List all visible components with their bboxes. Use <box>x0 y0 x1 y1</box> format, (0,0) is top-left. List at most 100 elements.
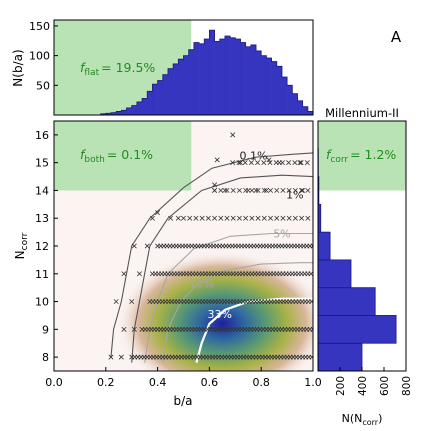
top-histogram-bar <box>110 112 117 115</box>
scatter-point <box>187 215 193 221</box>
scatter-point <box>292 215 298 221</box>
scatter-point <box>268 187 274 193</box>
right-x-tick-label: 200 <box>335 376 347 396</box>
top-histogram-bar <box>250 44 257 115</box>
scatter-point <box>310 243 313 249</box>
scatter-point <box>230 132 236 138</box>
right-x-ticks: 200 400 600 800 <box>335 367 413 396</box>
top-histogram-bar <box>136 101 143 115</box>
top-histogram-bar <box>256 50 262 115</box>
main-y-axis-label: Ncorr <box>13 232 30 259</box>
right-histogram-bar <box>317 287 376 316</box>
scatter-point <box>131 243 137 249</box>
top-histogram-bar <box>178 59 184 115</box>
contour-line <box>131 174 313 363</box>
top-histogram-bar <box>261 55 267 115</box>
top-histogram-bar <box>142 98 148 115</box>
scatter-point <box>181 215 186 221</box>
scatter-point <box>267 160 273 166</box>
top-histogram-bar <box>307 111 314 115</box>
top-histogram-bar <box>121 110 127 115</box>
scatter-point <box>253 187 259 193</box>
main-x-tick-label: 0.6 <box>201 376 219 389</box>
top-histogram-bar <box>204 39 210 115</box>
scatter-points <box>108 132 313 360</box>
scatter-point <box>308 271 313 277</box>
main-y-ticks: 8 9 10 11 12 13 14 15 16 <box>35 129 58 364</box>
top-histogram-panel: 50 100 150 N(b/a) fflat = 19.5% A <box>11 19 402 116</box>
scatter-point <box>242 160 248 166</box>
main-y-tick-label: 10 <box>35 296 49 309</box>
contour-label: 10% <box>189 278 213 291</box>
scatter-point <box>299 187 305 193</box>
both-highlight <box>54 121 192 191</box>
top-histogram-bar <box>193 42 200 115</box>
top-histogram-bar <box>199 43 205 115</box>
main-y-tick-label: 11 <box>35 268 49 281</box>
main-x-tick-label: 0.0 <box>45 376 63 389</box>
contour-label: 1% <box>286 189 303 202</box>
top-histogram-bar <box>183 55 189 115</box>
top-histogram-bar <box>188 49 195 115</box>
top-histogram-bar <box>245 46 252 115</box>
top-histogram-bar <box>276 66 283 115</box>
top-histogram-bars <box>100 29 314 115</box>
top-histogram-bar <box>292 93 298 115</box>
scatter-point <box>118 354 124 360</box>
top-histogram-bar <box>105 113 112 115</box>
scatter-point <box>193 215 199 221</box>
scatter-point <box>230 160 236 166</box>
scatter-point <box>255 160 261 166</box>
right-histogram-bar <box>317 231 331 261</box>
scatter-point <box>131 326 137 332</box>
contour-label: 33% <box>208 308 232 321</box>
top-histogram-bar <box>100 113 107 115</box>
scatter-point <box>121 271 127 277</box>
scatter-point <box>304 160 310 166</box>
f-both-annotation: fboth = 0.1% <box>80 147 153 165</box>
scatter-point <box>236 215 242 221</box>
top-y-ticks: 50 100 150 <box>29 20 58 92</box>
scatter-point <box>230 215 236 221</box>
contour-line <box>144 232 313 363</box>
scatter-point <box>136 271 142 277</box>
main-x-tick-label: 0.4 <box>149 376 167 389</box>
panel-label: A <box>391 28 402 46</box>
top-y-tick-label: 100 <box>29 50 50 63</box>
top-histogram-bar <box>131 105 138 115</box>
scatter-point <box>237 160 243 166</box>
top-histogram-bar <box>152 84 158 115</box>
right-x-tick-label: 600 <box>379 376 391 396</box>
scatter-point <box>286 160 292 166</box>
scatter-point <box>255 187 261 193</box>
contour-line <box>195 297 313 363</box>
top-histogram-bar <box>297 100 303 115</box>
contour-label: 0.1% <box>239 150 267 163</box>
scatter-point <box>248 160 254 166</box>
scatter-point <box>286 215 292 221</box>
scatter-point <box>212 182 218 188</box>
main-y-tick-label: 9 <box>42 323 49 336</box>
scatter-point <box>149 215 155 221</box>
right-histogram-bar <box>317 342 363 372</box>
top-histogram-bar <box>281 77 288 115</box>
top-y-axis-label: N(b/a) <box>11 49 25 86</box>
scatter-point <box>305 215 311 221</box>
top-histogram-bar <box>162 74 169 115</box>
scatter-point <box>274 215 280 221</box>
scatter-point <box>236 160 242 166</box>
scatter-point <box>249 215 255 221</box>
scatter-point <box>300 187 306 193</box>
scatter-point <box>245 187 251 193</box>
scatter-point <box>212 215 218 221</box>
scatter-point <box>261 160 267 166</box>
scatter-point <box>236 187 242 193</box>
contour-label: 5% <box>273 228 290 241</box>
scatter-point <box>113 299 119 305</box>
top-histogram-bar <box>224 36 231 115</box>
scatter-point <box>218 215 224 221</box>
top-histogram-bar <box>235 39 241 115</box>
scatter-point <box>249 187 255 193</box>
top-histogram-bar <box>173 63 179 115</box>
scatter-point <box>205 215 211 221</box>
